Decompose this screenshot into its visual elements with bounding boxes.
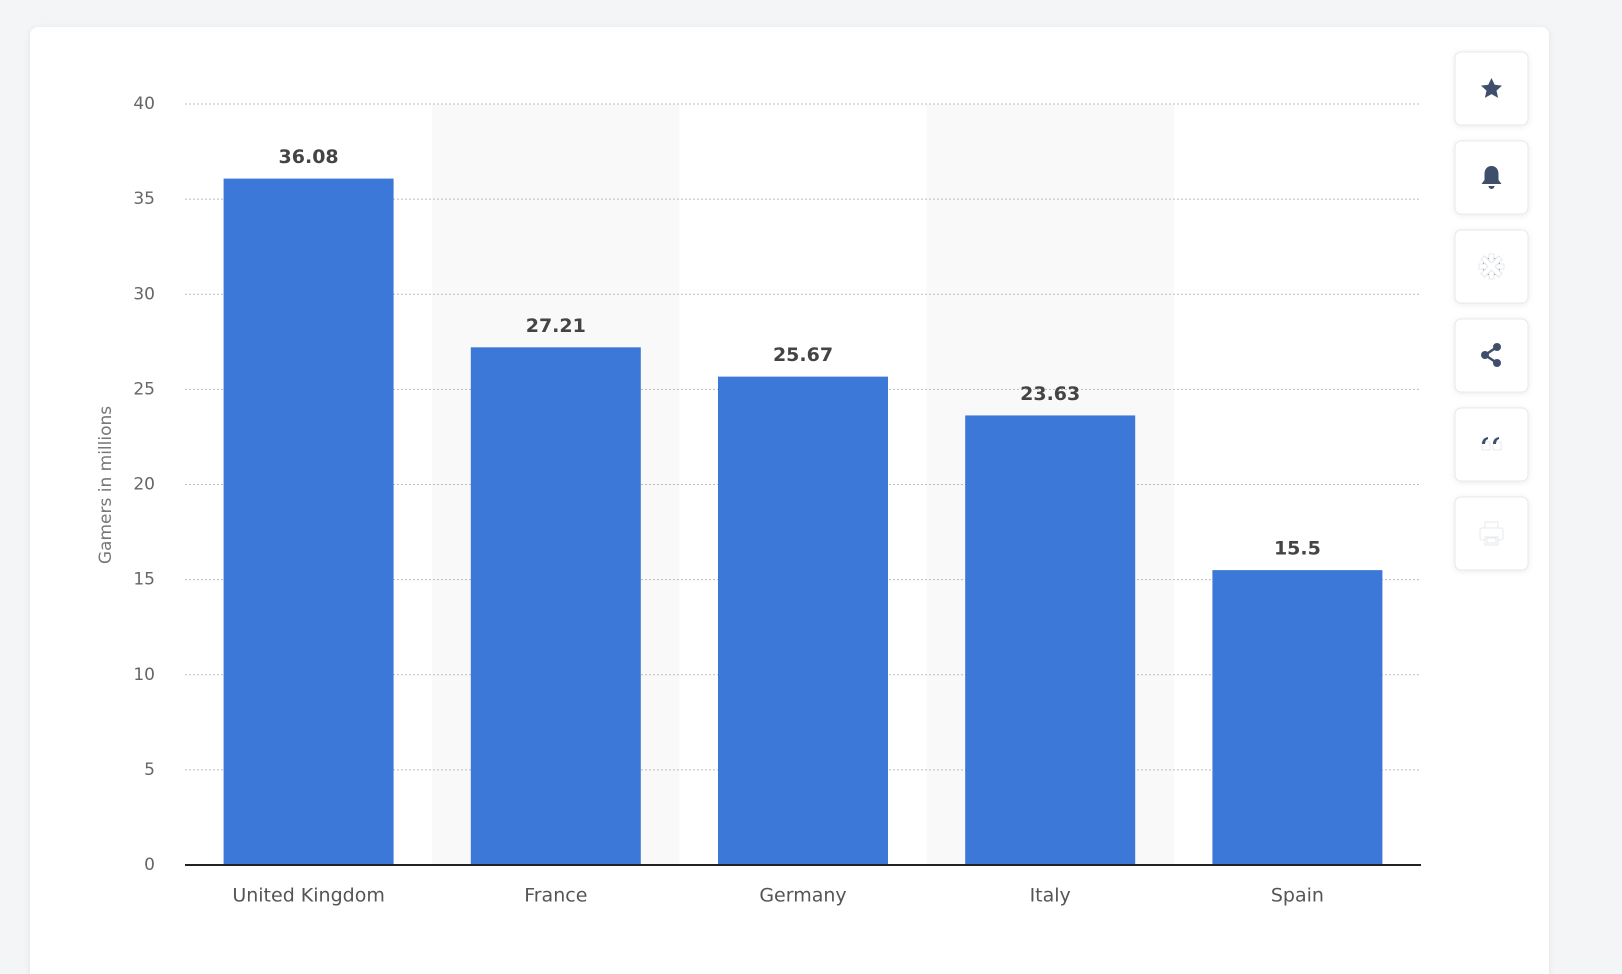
- value-label: 25.67: [773, 344, 833, 366]
- print-button[interactable]: [1454, 496, 1529, 571]
- share-button[interactable]: [1454, 318, 1529, 393]
- y-tick-label: 5: [144, 760, 155, 780]
- x-tick-label: Germany: [759, 885, 846, 907]
- x-tick-label: United Kingdom: [232, 885, 385, 907]
- y-tick-label: 35: [133, 189, 155, 209]
- y-axis-title: Gamers in millions: [96, 406, 116, 564]
- y-tick-label: 15: [133, 570, 155, 590]
- x-tick-label: France: [524, 885, 587, 907]
- bar: [223, 178, 394, 865]
- x-tick-label: Italy: [1030, 885, 1071, 907]
- value-label: 23.63: [1020, 383, 1080, 405]
- cite-button[interactable]: [1454, 407, 1529, 482]
- y-tick-label: 40: [133, 94, 155, 114]
- bar: [965, 415, 1136, 865]
- y-tick-label: 10: [133, 665, 155, 685]
- bar: [470, 347, 641, 866]
- favorite-button[interactable]: [1454, 51, 1529, 126]
- value-label: 15.5: [1274, 538, 1321, 560]
- notification-button[interactable]: [1454, 140, 1529, 215]
- settings-button[interactable]: [1454, 229, 1529, 304]
- y-tick-label: 30: [133, 284, 155, 304]
- bar: [1212, 570, 1383, 865]
- toolbar: [1454, 51, 1529, 571]
- value-label: 27.21: [526, 315, 586, 337]
- bar: [718, 376, 888, 865]
- x-tick-label: Spain: [1271, 885, 1324, 907]
- plot-area: 0 5 10 15 20 25 30 35 40 United Kingdom 36.08 Franc…: [133, 94, 1421, 907]
- y-tick-label: 0: [144, 855, 155, 875]
- y-tick-label: 20: [133, 475, 155, 495]
- value-label: 36.08: [279, 146, 339, 168]
- y-tick-label: 25: [133, 379, 155, 399]
